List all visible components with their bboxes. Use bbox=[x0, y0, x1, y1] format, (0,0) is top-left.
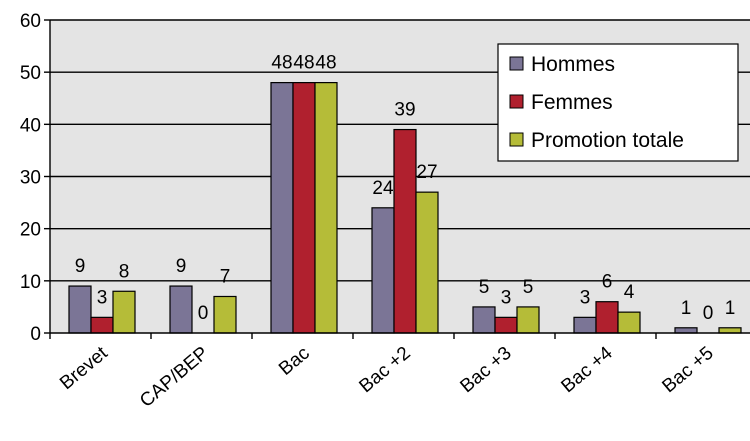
x-tick-label: Bac +4 bbox=[557, 342, 617, 397]
data-label: 48 bbox=[271, 53, 292, 74]
data-label: 0 bbox=[703, 303, 714, 324]
x-axis-labels: Brevet CAP/BEP Bac Bac +2 Bac +3 Bac +4 Bac +5 bbox=[56, 342, 718, 411]
x-tick-label: Brevet bbox=[56, 342, 112, 394]
legend-box bbox=[497, 43, 739, 162]
x-tick-label: CAP/BEP bbox=[136, 343, 213, 412]
bar bbox=[292, 81, 316, 334]
data-label: 48 bbox=[315, 53, 336, 74]
data-label: 24 bbox=[372, 178, 394, 199]
legend-swatch bbox=[509, 132, 524, 147]
legend-item-hommes: Hommes bbox=[509, 53, 615, 76]
y-tick-label: 60 bbox=[20, 11, 41, 32]
data-label: 39 bbox=[394, 100, 415, 121]
data-label: 27 bbox=[416, 162, 437, 183]
data-label: 3 bbox=[501, 287, 512, 308]
data-label: 9 bbox=[75, 256, 86, 277]
x-tick-label: Bac +2 bbox=[355, 343, 414, 397]
bar bbox=[213, 295, 237, 334]
data-label: 8 bbox=[119, 261, 130, 282]
x-tick-label: Bac bbox=[275, 343, 314, 380]
y-tick-label: 30 bbox=[20, 168, 41, 189]
data-label: 0 bbox=[198, 303, 209, 324]
bar bbox=[393, 128, 417, 334]
bar bbox=[314, 81, 338, 334]
x-tick-label: Bac +5 bbox=[658, 343, 717, 397]
data-label: 3 bbox=[97, 287, 108, 308]
bar bbox=[415, 191, 439, 334]
y-tick-label: 0 bbox=[30, 324, 41, 345]
bar bbox=[68, 285, 92, 334]
legend-swatch bbox=[509, 94, 524, 109]
y-tick-label: 50 bbox=[20, 63, 41, 84]
legend-label: Femmes bbox=[531, 91, 613, 114]
bar bbox=[270, 81, 294, 334]
data-label: 7 bbox=[220, 266, 231, 287]
bar bbox=[472, 306, 496, 334]
bar bbox=[112, 290, 136, 334]
data-label: 1 bbox=[725, 298, 736, 319]
bar bbox=[494, 316, 518, 334]
x-tick-label: Bac +3 bbox=[456, 343, 515, 397]
legend: Hommes Femmes Promotion totale bbox=[497, 43, 739, 162]
bar bbox=[371, 207, 395, 334]
bar bbox=[90, 316, 114, 334]
data-label: 1 bbox=[681, 298, 692, 319]
bar bbox=[674, 327, 698, 334]
legend-swatch bbox=[509, 56, 524, 71]
data-label: 3 bbox=[580, 287, 591, 308]
data-label: 6 bbox=[602, 272, 613, 293]
data-label: 9 bbox=[176, 256, 187, 277]
bar bbox=[718, 327, 742, 334]
y-tick-label: 40 bbox=[20, 115, 41, 136]
y-axis-ticks: 0 10 20 30 40 50 60 bbox=[20, 11, 50, 345]
bar bbox=[516, 306, 540, 334]
data-label: 5 bbox=[479, 277, 490, 298]
legend-label: Promotion totale bbox=[531, 129, 684, 152]
y-tick-label: 20 bbox=[20, 220, 41, 241]
bar bbox=[573, 316, 597, 334]
legend-item-promotion-totale: Promotion totale bbox=[509, 129, 684, 152]
bar bbox=[617, 311, 641, 334]
bar bbox=[169, 285, 193, 334]
legend-item-femmes: Femmes bbox=[509, 91, 613, 114]
bar bbox=[595, 301, 619, 334]
data-label: 48 bbox=[293, 53, 314, 74]
data-label: 4 bbox=[624, 282, 635, 303]
y-tick-label: 10 bbox=[20, 272, 41, 293]
legend-label: Hommes bbox=[531, 53, 615, 76]
data-label: 5 bbox=[523, 277, 534, 298]
